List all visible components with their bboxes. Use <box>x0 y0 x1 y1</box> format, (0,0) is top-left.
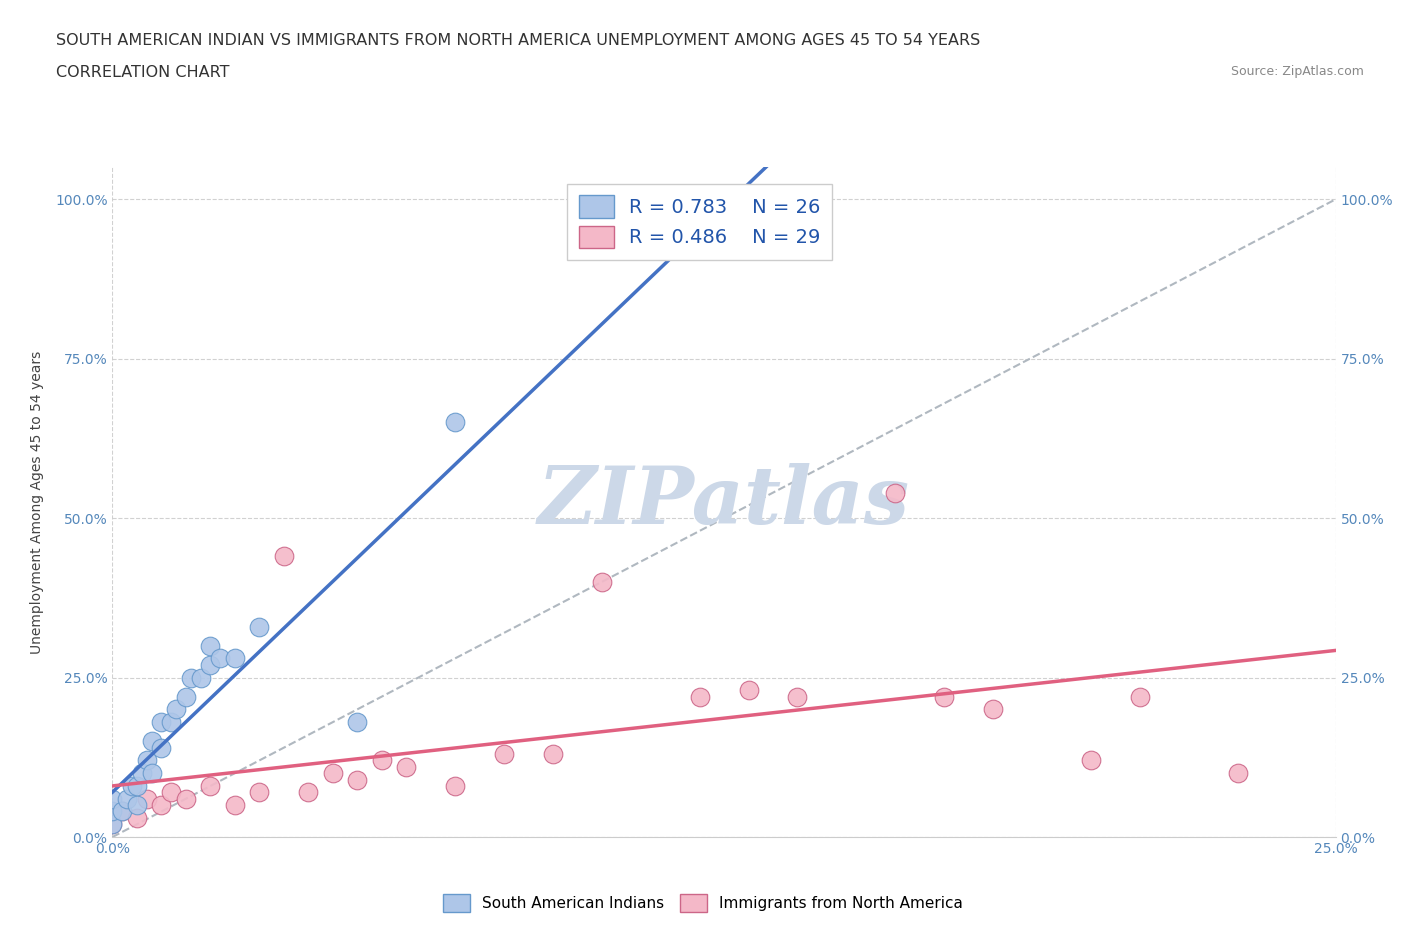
Point <box>141 734 163 749</box>
Point <box>224 798 246 813</box>
Point <box>150 798 173 813</box>
Legend: South American Indians, Immigrants from North America: South American Indians, Immigrants from … <box>436 888 970 918</box>
Point <box>934 689 956 704</box>
Point <box>346 715 368 730</box>
Point <box>981 702 1004 717</box>
Point <box>444 415 467 430</box>
Point <box>101 817 124 831</box>
Point <box>346 772 368 787</box>
Point <box>209 651 232 666</box>
Point <box>121 778 143 793</box>
Point <box>160 715 183 730</box>
Point <box>247 785 270 800</box>
Text: Source: ZipAtlas.com: Source: ZipAtlas.com <box>1230 65 1364 78</box>
Text: SOUTH AMERICAN INDIAN VS IMMIGRANTS FROM NORTH AMERICA UNEMPLOYMENT AMONG AGES 4: SOUTH AMERICAN INDIAN VS IMMIGRANTS FROM… <box>56 33 980 47</box>
Point <box>180 671 202 685</box>
Point <box>737 683 759 698</box>
Point <box>224 651 246 666</box>
Point <box>165 702 187 717</box>
Point <box>786 689 808 704</box>
Point <box>200 778 222 793</box>
Point <box>115 791 138 806</box>
Point <box>111 804 134 819</box>
Point <box>395 760 418 775</box>
Point <box>884 485 907 500</box>
Point <box>247 619 270 634</box>
Point <box>111 804 134 819</box>
Point <box>273 549 295 564</box>
Point <box>190 671 212 685</box>
Point <box>541 747 564 762</box>
Point <box>1080 753 1102 768</box>
Legend: R = 0.783    N = 26, R = 0.486    N = 29: R = 0.783 N = 26, R = 0.486 N = 29 <box>567 184 832 259</box>
Point <box>160 785 183 800</box>
Point <box>591 575 613 590</box>
Point <box>135 753 157 768</box>
Point <box>1226 765 1249 780</box>
Point <box>125 810 148 825</box>
Point <box>101 804 124 819</box>
Point <box>125 798 148 813</box>
Point <box>370 753 392 768</box>
Point <box>689 689 711 704</box>
Point <box>200 658 222 672</box>
Point <box>174 689 197 704</box>
Point <box>150 740 173 755</box>
Point <box>150 715 173 730</box>
Point <box>131 765 153 780</box>
Point <box>135 791 157 806</box>
Text: ZIPatlas: ZIPatlas <box>538 463 910 541</box>
Y-axis label: Unemployment Among Ages 45 to 54 years: Unemployment Among Ages 45 to 54 years <box>30 351 44 654</box>
Point <box>444 778 467 793</box>
Text: CORRELATION CHART: CORRELATION CHART <box>56 65 229 80</box>
Point <box>200 638 222 653</box>
Point <box>297 785 319 800</box>
Point <box>141 765 163 780</box>
Point <box>125 778 148 793</box>
Point <box>322 765 344 780</box>
Point <box>492 747 515 762</box>
Point <box>174 791 197 806</box>
Point <box>101 791 124 806</box>
Point <box>101 817 124 831</box>
Point <box>1129 689 1152 704</box>
